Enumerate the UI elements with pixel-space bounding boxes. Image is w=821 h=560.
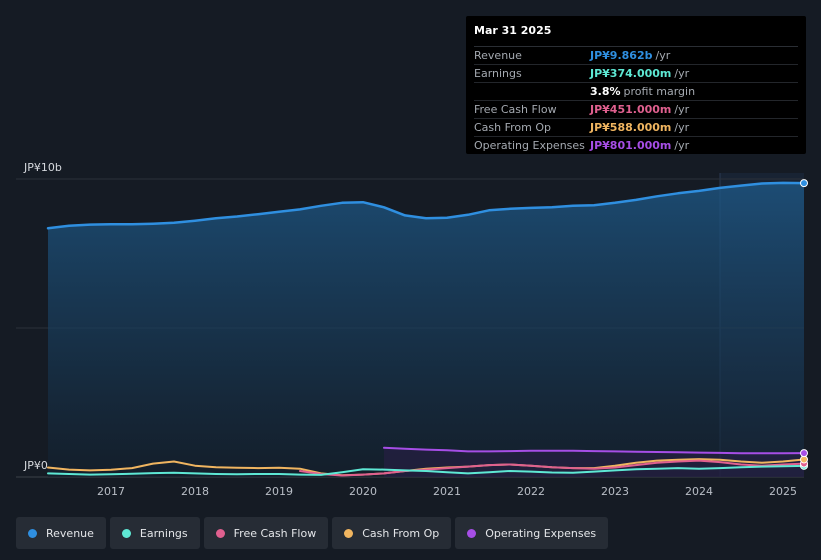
x-tick-label: 2021: [433, 485, 461, 498]
tooltip-row-label: Revenue: [474, 49, 522, 62]
tooltip-row-unit: /yr: [655, 49, 671, 62]
legend-item-free-cash-flow[interactable]: Free Cash Flow: [203, 517, 329, 549]
tooltip-row: 3.8% profit margin: [474, 83, 798, 101]
legend-dot-icon: [344, 528, 354, 538]
end-marker-operating-expenses: [800, 449, 808, 458]
tooltip-row: Revenue JP¥9.862b/yr: [474, 47, 798, 65]
tooltip-row-label: Cash From Op: [474, 121, 552, 134]
tooltip-row-label: Free Cash Flow: [474, 103, 557, 116]
tooltip-row: Free Cash Flow JP¥451.000m/yr: [474, 101, 798, 119]
y-tick-label: JP¥10b: [23, 161, 62, 174]
legend-item-cash-from-op[interactable]: Cash From Op: [332, 517, 452, 549]
legend-dot-icon: [28, 528, 37, 538]
legend-dot-icon: [215, 528, 225, 538]
tooltip-row-unit: /yr: [674, 121, 690, 134]
x-tick-label: 2018: [181, 485, 209, 498]
x-tick-label: 2025: [769, 485, 797, 498]
tooltip-row-value: JP¥9.862b: [590, 49, 653, 62]
legend-label: Earnings: [139, 526, 188, 540]
tooltip-date: Mar 31 2025: [474, 24, 798, 47]
tooltip-row: Cash From Op JP¥588.000m/yr: [474, 119, 798, 137]
tooltip-row: Earnings JP¥374.000m/yr: [474, 65, 798, 83]
series-line-free-cash-flow: [299, 459, 805, 477]
series-line-earnings: [47, 464, 805, 476]
x-tick-label: 2017: [97, 485, 125, 498]
legend-item-revenue[interactable]: Revenue: [16, 517, 106, 549]
chart: JP¥10b JP¥0 2017 2018 2019 2020 2021 2022 2023 20…: [16, 161, 808, 498]
legend-label: Cash From Op: [362, 526, 440, 540]
x-tick-label: 2023: [601, 485, 629, 498]
legend: Revenue Earnings Free Cash Flow Cash From O…: [16, 517, 609, 549]
tooltip-row-value: JP¥801.000m: [590, 139, 672, 152]
tooltip-row-unit: /yr: [674, 67, 690, 80]
legend-dot-icon: [121, 528, 131, 538]
tooltip-row-value: JP¥374.000m: [590, 67, 672, 80]
tooltip-row-unit: profit margin: [623, 85, 696, 98]
x-tick-label: 2024: [685, 485, 713, 498]
legend-dot-icon: [467, 528, 477, 538]
tooltip-row-label: Operating Expenses: [474, 139, 585, 152]
x-tick-label: 2019: [265, 485, 293, 498]
legend-item-earnings[interactable]: Earnings: [109, 517, 200, 549]
tooltip-row-value: JP¥451.000m: [590, 103, 672, 116]
tooltip-row-unit: /yr: [674, 139, 690, 152]
tooltip: Mar 31 2025 Revenue JP¥9.862b/yr Earnings J…: [466, 16, 806, 154]
tooltip-row: Operating Expenses JP¥801.000m/yr: [474, 137, 798, 154]
tooltip-row-unit: /yr: [674, 103, 690, 116]
series-area-revenue: [48, 182, 804, 477]
tooltip-row-value: JP¥588.000m: [590, 121, 672, 134]
legend-label: Free Cash Flow: [233, 526, 317, 540]
series-line-revenue: [46, 181, 806, 230]
tooltip-row-label: Earnings: [474, 67, 522, 80]
legend-label: Revenue: [46, 526, 94, 540]
legend-label: Operating Expenses: [485, 526, 597, 540]
tooltip-row-value: 3.8%: [590, 85, 621, 98]
series-line-operating-expenses: [383, 446, 805, 455]
legend-item-operating-expenses[interactable]: Operating Expenses: [455, 517, 609, 549]
tooltip-row-label: [474, 83, 590, 100]
x-tick-label: 2022: [517, 485, 545, 498]
y-tick-label: JP¥0: [23, 459, 48, 472]
x-tick-label: 2020: [349, 485, 377, 498]
end-marker-revenue: [800, 179, 808, 188]
series-area-operating-expenses: [384, 447, 804, 477]
